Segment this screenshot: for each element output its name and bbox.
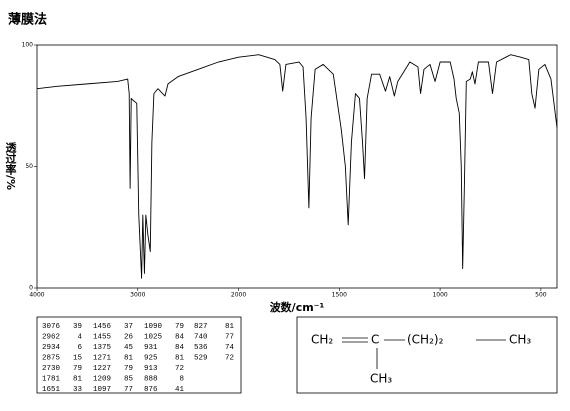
peak-transmittance: 74 xyxy=(225,344,235,352)
peak-transmittance: 81 xyxy=(73,375,83,383)
peak-transmittance: 33 xyxy=(73,386,83,394)
y-tick-label: 100 xyxy=(22,42,34,49)
peak-transmittance: 39 xyxy=(73,323,82,331)
x-tick-label: 3000 xyxy=(130,292,145,299)
peak-wavenumber: 2962 xyxy=(42,333,60,341)
peak-wavenumber: 2875 xyxy=(42,354,61,362)
peak-wavenumber: 1456 xyxy=(93,323,112,331)
peak-wavenumber: 931 xyxy=(144,344,158,352)
peak-transmittance: 8 xyxy=(179,375,184,383)
peak-wavenumber: 888 xyxy=(144,375,158,383)
peak-wavenumber: 1455 xyxy=(93,333,112,341)
peak-transmittance: 81 xyxy=(225,323,235,331)
peak-transmittance: 26 xyxy=(124,333,134,341)
peak-wavenumber: 913 xyxy=(144,365,158,373)
peak-wavenumber: 876 xyxy=(144,386,158,394)
x-tick-label: 4000 xyxy=(29,292,44,299)
peak-wavenumber: 3076 xyxy=(42,323,61,331)
peak-transmittance: 72 xyxy=(175,365,184,373)
peak-wavenumber: 1025 xyxy=(144,333,163,341)
x-tick-label: 500 xyxy=(535,292,547,299)
peak-wavenumber: 1090 xyxy=(144,323,163,331)
structure: CH₂ C (CH₂)₂ CH₃ CH₃ xyxy=(311,333,531,386)
structure-text: (CH₂)₂ xyxy=(407,333,444,347)
peak-transmittance: 77 xyxy=(124,386,133,394)
peak-transmittance: 45 xyxy=(124,344,134,352)
peak-wavenumber: 1375 xyxy=(93,344,112,352)
structure-text: CH₂ xyxy=(311,333,333,347)
peak-wavenumber: 2730 xyxy=(42,365,61,373)
x-axis-label: 波数/cm⁻¹ xyxy=(270,300,325,314)
peak-wavenumber: 2934 xyxy=(42,344,61,352)
structure-text: CH₃ xyxy=(370,372,392,386)
peak-wavenumber: 1209 xyxy=(93,375,111,383)
peak-transmittance: 37 xyxy=(124,323,133,331)
peak-transmittance: 4 xyxy=(77,333,82,341)
peak-wavenumber: 1781 xyxy=(42,375,61,383)
peak-transmittance: 79 xyxy=(124,365,133,373)
peak-wavenumber: 1271 xyxy=(93,354,112,362)
peak-wavenumber: 529 xyxy=(194,354,208,362)
page-title: 薄膜法 xyxy=(8,12,47,28)
y-tick-label: 50 xyxy=(25,163,33,170)
peak-transmittance: 81 xyxy=(124,354,134,362)
peak-wavenumber: 536 xyxy=(194,344,208,352)
peak-table-frame xyxy=(36,316,242,394)
peak-transmittance: 85 xyxy=(124,375,134,383)
x-tick-label: 2000 xyxy=(231,292,246,299)
spectrum-line xyxy=(36,54,558,279)
y-axis-label: 透过率/% xyxy=(4,142,17,190)
peak-transmittance: 6 xyxy=(77,344,82,352)
peak-transmittance: 41 xyxy=(175,386,185,394)
peak-transmittance: 84 xyxy=(175,344,185,352)
peak-wavenumber: 740 xyxy=(194,333,208,341)
x-tick-label: 1000 xyxy=(432,292,447,299)
x-tick-label: 1500 xyxy=(332,292,347,299)
structure-frame xyxy=(296,316,558,394)
peak-transmittance: 79 xyxy=(175,323,184,331)
peak-transmittance: 84 xyxy=(175,333,185,341)
peak-wavenumber: 925 xyxy=(144,354,158,362)
peak-wavenumber: 1651 xyxy=(42,386,61,394)
peak-transmittance: 81 xyxy=(175,354,185,362)
structure-text: C xyxy=(371,333,379,347)
peak-transmittance: 79 xyxy=(73,365,82,373)
peak-wavenumber: 1227 xyxy=(93,365,111,373)
peak-wavenumber: 1097 xyxy=(93,386,111,394)
peak-transmittance: 15 xyxy=(73,354,83,362)
peak-transmittance: 72 xyxy=(225,354,234,362)
peak-wavenumber: 827 xyxy=(194,323,208,331)
structure-text: CH₃ xyxy=(509,333,531,347)
peak-transmittance: 77 xyxy=(225,333,234,341)
y-tick-label: 0 xyxy=(29,285,33,292)
